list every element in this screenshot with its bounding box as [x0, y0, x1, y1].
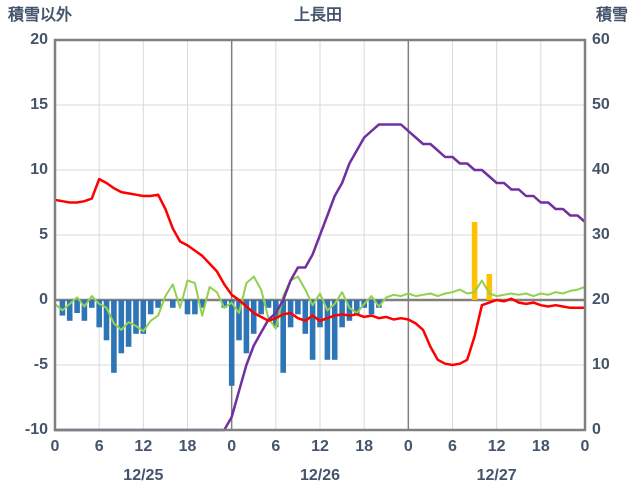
- blue-bars-bar: [346, 300, 353, 321]
- date-label: 12/25: [123, 467, 164, 484]
- x-axis-tick-label: 18: [531, 438, 550, 455]
- blue-bars-bar: [199, 300, 205, 308]
- series-yellow-bars: [471, 222, 493, 300]
- blue-bars-bar: [221, 300, 228, 308]
- x-axis-tick-label: 6: [271, 438, 281, 455]
- plot-border: [53, 38, 587, 432]
- date-label: 12/27: [476, 467, 517, 484]
- right-axis-tick-label: 0: [592, 421, 601, 438]
- chart-title: 上長田: [293, 7, 342, 24]
- yellow-bars-bar: [486, 274, 493, 300]
- blue-bars-bar: [236, 300, 242, 341]
- x-axis-tick-label: 0: [50, 438, 60, 455]
- right-axis-tick-label: 60: [592, 31, 610, 48]
- x-axis-tick-label: 12: [134, 438, 153, 455]
- x-axis-tick-label: 12: [311, 438, 329, 455]
- blue-bars-bar: [258, 300, 264, 315]
- blue-bars-bar: [96, 300, 102, 328]
- blue-bars-bar: [59, 300, 66, 316]
- left-axis-tick-label: 20: [30, 31, 48, 48]
- left-axis-tick-label: 15: [30, 96, 48, 113]
- x-axis-tick-label: 6: [448, 438, 457, 455]
- right-axis-tick-label: 50: [592, 96, 610, 113]
- right-axis-title: 積雪: [595, 7, 628, 24]
- x-axis-tick-label: 0: [580, 438, 590, 455]
- left-axis-tick-label: 0: [39, 291, 48, 308]
- left-axis-tick-label: 10: [30, 161, 48, 178]
- blue-bars-bar: [280, 300, 286, 373]
- blue-bars-bar: [184, 300, 191, 315]
- blue-bars-bar: [111, 300, 117, 373]
- series-red-line: [53, 177, 587, 367]
- green-line: [54, 275, 586, 333]
- blue-bars-bar: [103, 300, 110, 341]
- blue-bars-bar: [324, 300, 331, 360]
- blue-bars-bar: [74, 300, 80, 313]
- blue-bars-bar: [192, 300, 198, 315]
- blue-bars-bar: [295, 300, 301, 315]
- blue-bars-bar: [133, 300, 139, 334]
- left-axis-title: 積雪以外: [8, 7, 73, 24]
- blue-bars-bar: [309, 300, 316, 360]
- x-axis-tick-label: 12: [487, 438, 506, 455]
- red-line: [53, 177, 587, 367]
- left-axis-tick-label: -5: [33, 356, 48, 373]
- blue-bars-bar: [89, 300, 95, 308]
- blue-bars-bar: [170, 300, 176, 308]
- right-axis-tick-label: 40: [592, 161, 610, 178]
- blue-bars-bar: [250, 300, 257, 334]
- right-axis-tick-label: 20: [592, 291, 610, 308]
- x-axis-tick-label: 0: [227, 438, 237, 455]
- blue-bars-bar: [66, 300, 73, 321]
- blue-bars-bar: [302, 300, 309, 334]
- blue-bars-bar: [368, 300, 375, 315]
- left-axis-tick-label: 5: [39, 226, 48, 243]
- x-axis-tick-label: 18: [178, 438, 197, 455]
- blue-bars-bar: [331, 300, 338, 360]
- blue-bars-bar: [155, 300, 161, 308]
- blue-bars-bar: [243, 300, 250, 354]
- blue-bars-bar: [317, 300, 323, 328]
- x-axis-tick-label: 0: [403, 438, 413, 455]
- blue-bars-bar: [354, 300, 360, 315]
- blue-bars-bar: [265, 300, 272, 308]
- blue-bars-bar: [147, 300, 154, 315]
- right-axis-tick-label: 10: [592, 356, 610, 373]
- blue-bars-bar: [376, 300, 382, 308]
- left-axis-tick-label: -10: [24, 421, 48, 438]
- blue-bars-bar: [228, 300, 235, 386]
- x-axis-tick-label: 18: [355, 438, 374, 455]
- blue-bars-bar: [118, 300, 125, 354]
- date-label: 12/26: [299, 467, 341, 484]
- series-green-line: [54, 275, 586, 333]
- x-axis-tick-label: 6: [94, 438, 104, 455]
- blue-bars-bar: [81, 300, 88, 321]
- blue-bars-bar: [140, 300, 147, 334]
- right-axis-tick-label: 30: [592, 226, 610, 243]
- yellow-bars-bar: [471, 222, 478, 300]
